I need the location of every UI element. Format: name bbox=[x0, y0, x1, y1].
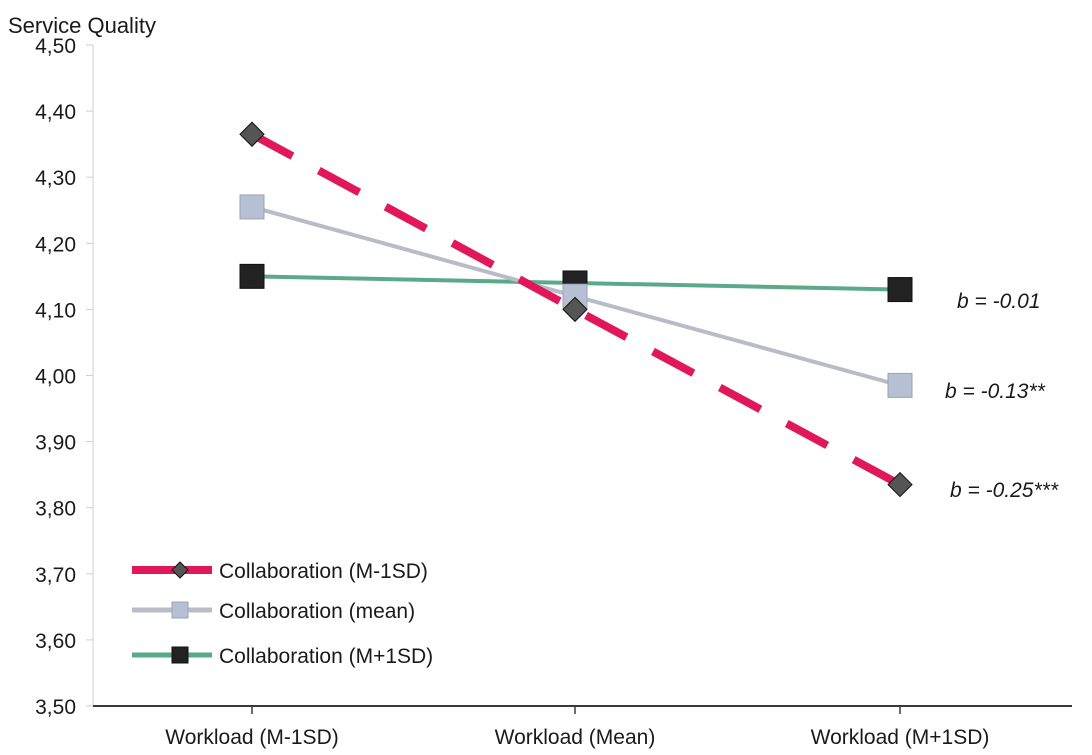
data-point-marker bbox=[171, 601, 189, 619]
y-tick-label: 4,10 bbox=[35, 299, 76, 322]
y-tick-label: 4,00 bbox=[35, 366, 76, 389]
annotation-slope-high: b = -0.01 bbox=[957, 290, 1040, 313]
data-point-marker bbox=[887, 372, 913, 398]
legend-label: Collaboration (M+1SD) bbox=[219, 645, 433, 668]
annotation-slope-low: b = -0.25*** bbox=[950, 479, 1059, 502]
legend-item: Collaboration (M+1SD) bbox=[132, 645, 433, 668]
y-axis-title: Service Quality bbox=[8, 13, 156, 38]
legend-item: Collaboration (M-1SD) bbox=[132, 560, 428, 583]
y-axis: 3,50 3,60 3,70 3,80 3,90 4,00 4,10 4,20 4,30 4,40… bbox=[35, 35, 94, 719]
legend-item: Collaboration (mean) bbox=[132, 600, 415, 623]
series-group bbox=[239, 121, 913, 498]
y-tick-label: 3,60 bbox=[35, 630, 76, 653]
x-tick-label: Workload (M+1SD) bbox=[811, 726, 990, 749]
y-tick-label: 4,50 bbox=[35, 35, 76, 58]
y-tick-label: 3,90 bbox=[35, 432, 76, 455]
data-point-marker bbox=[562, 296, 588, 323]
series-0 bbox=[239, 121, 913, 498]
data-point-marker bbox=[171, 646, 189, 664]
x-tick-label: Workload (Mean) bbox=[495, 726, 656, 749]
y-tick-label: 4,40 bbox=[35, 101, 76, 124]
y-tick-label: 4,30 bbox=[35, 167, 76, 190]
slope-annotations: b = -0.01 b = -0.13** b = -0.25*** bbox=[945, 290, 1059, 502]
data-point-marker bbox=[887, 471, 913, 498]
x-tick-label: Workload (M-1SD) bbox=[165, 726, 338, 749]
data-point-marker bbox=[887, 277, 913, 303]
y-tick-label: 3,80 bbox=[35, 498, 76, 521]
data-point-marker bbox=[239, 263, 265, 289]
data-point-marker bbox=[239, 121, 265, 147]
y-tick-label: 3,50 bbox=[35, 696, 76, 719]
y-tick-label: 3,70 bbox=[35, 564, 76, 587]
series-1 bbox=[239, 194, 913, 398]
data-point-marker bbox=[239, 194, 265, 220]
data-point-marker bbox=[171, 561, 189, 579]
series-line bbox=[250, 130, 902, 489]
y-tick-label: 4,20 bbox=[35, 233, 76, 256]
x-axis: Workload (M-1SD) Workload (Mean) Workload … bbox=[93, 705, 1072, 749]
legend: Collaboration (M-1SD) Collaboration (mean… bbox=[132, 560, 433, 668]
legend-label: Collaboration (mean) bbox=[219, 600, 415, 623]
annotation-slope-mean: b = -0.13** bbox=[945, 380, 1046, 403]
series-2 bbox=[239, 263, 913, 303]
legend-label: Collaboration (M-1SD) bbox=[219, 560, 428, 583]
